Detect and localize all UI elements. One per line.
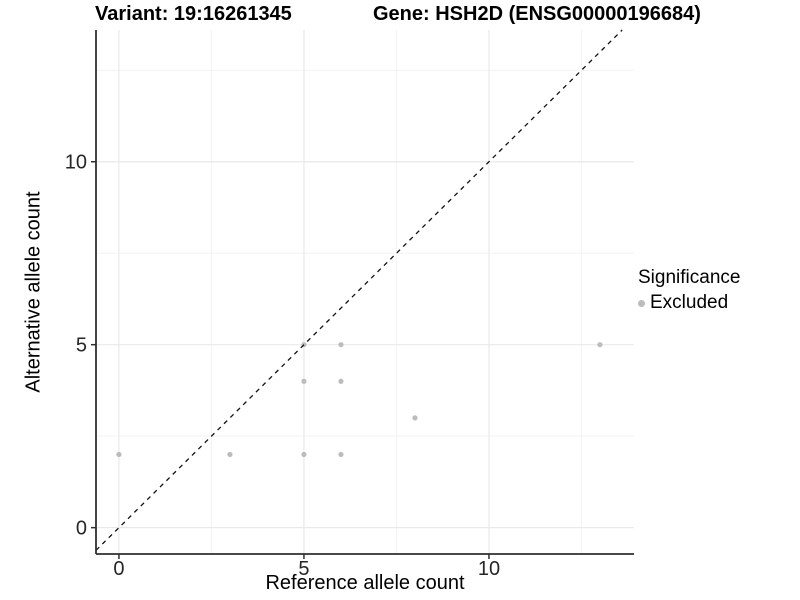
y-tick-label: 0	[76, 518, 87, 540]
data-point	[227, 451, 233, 458]
legend-item-label: Excluded	[650, 292, 729, 313]
y-tick-label: 10	[65, 152, 87, 174]
x-tick-label: 0	[113, 558, 124, 580]
data-point	[301, 378, 307, 384]
legend-key-dot	[638, 299, 645, 307]
gene-title: Gene: HSH2D (ENSG00000196684)	[373, 3, 701, 25]
y-axis-title: Alternative allele count	[22, 191, 45, 393]
x-tick-label: 5	[298, 558, 309, 580]
data-point	[597, 342, 603, 348]
data-point	[338, 451, 344, 458]
legend: Significance Excluded	[638, 267, 740, 314]
data-point	[116, 451, 122, 458]
data-point	[412, 415, 418, 421]
legend-title: Significance	[638, 267, 741, 288]
x-tick-label: 10	[478, 558, 500, 580]
legend-item: Excluded	[638, 292, 740, 314]
variant-title: Variant: 19:16261345	[95, 3, 292, 25]
identity-line	[95, 29, 623, 551]
y-tick-label: 5	[76, 335, 87, 357]
data-point	[301, 451, 307, 458]
data-point	[338, 342, 344, 348]
x-axis-title: Reference allele count	[265, 572, 465, 594]
data-point	[338, 378, 344, 384]
